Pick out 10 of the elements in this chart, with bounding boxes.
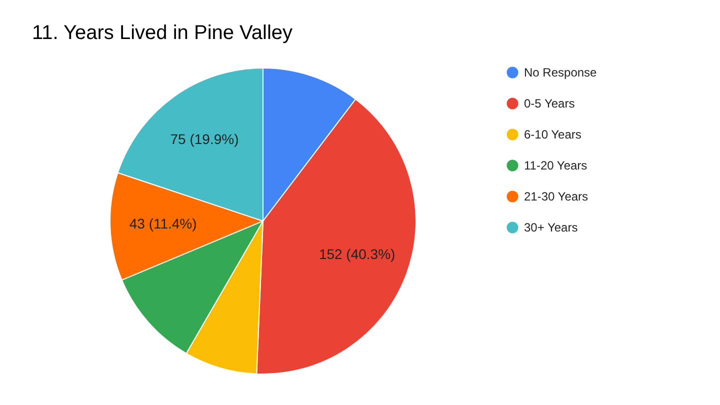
legend-label: 0-5 Years bbox=[524, 96, 575, 110]
data-label: 75 (19.9%) bbox=[170, 130, 239, 147]
legend-label: 30+ Years bbox=[524, 220, 578, 234]
chart-title: 11. Years Lived in Pine Valley bbox=[32, 22, 293, 44]
legend-label: 21-30 Years bbox=[524, 190, 588, 204]
data-label: 152 (40.3%) bbox=[318, 246, 396, 262]
legend-label: 6-10 Years bbox=[524, 128, 582, 142]
data-label: 43 (11.4%) bbox=[129, 216, 197, 232]
legend-label: 11-20 Years bbox=[524, 158, 588, 172]
legend-label: No Response bbox=[524, 66, 598, 80]
